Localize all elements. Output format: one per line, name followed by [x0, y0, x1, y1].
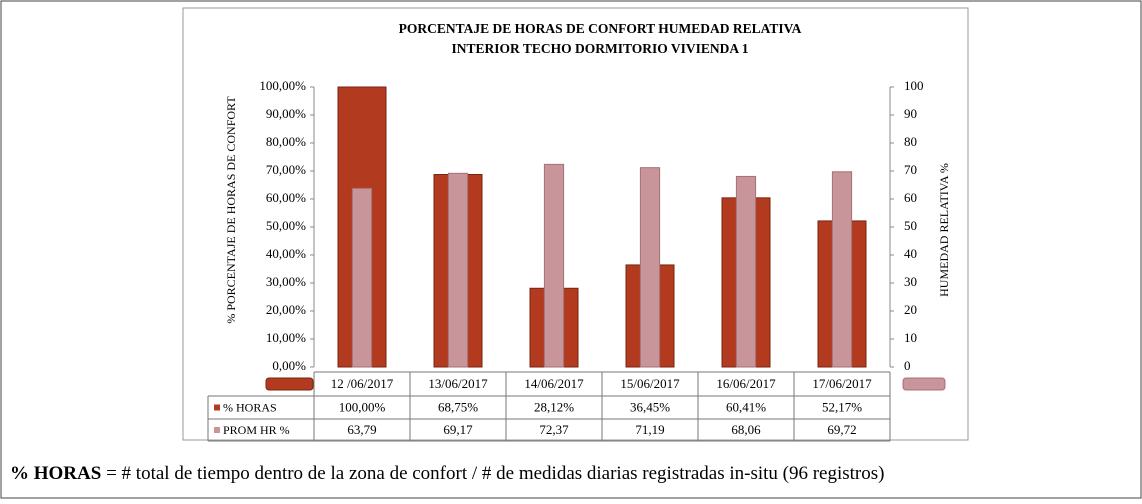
y-tick-label: 20,00%: [266, 302, 306, 317]
bar: [543, 163, 565, 368]
bar: [351, 187, 373, 368]
data-label: 63,79: [347, 422, 376, 437]
y-tick-label: 90,00%: [266, 106, 306, 121]
chart-title: PORCENTAJE DE HORAS DE CONFORT HUMEDAD R…: [399, 21, 802, 36]
y2-tick-label: 30: [904, 274, 917, 289]
data-label: 100,00%: [339, 399, 386, 414]
y-tick-label: 10,00%: [266, 330, 306, 345]
y2-tick-label: 70: [904, 162, 917, 177]
y-tick-label: 60,00%: [266, 190, 306, 205]
data-label: 68,06: [731, 422, 761, 437]
x-tick-label: 14/06/2017: [524, 376, 584, 391]
y-tick-label: 100,00%: [259, 78, 306, 93]
caption-text: = # total de tiempo dentro de la zona de…: [101, 463, 884, 484]
data-label: 72,37: [539, 422, 569, 437]
data-label: 52,17%: [822, 399, 862, 414]
y2-axis-label: HUMEDAD RELATIVA %: [937, 163, 951, 297]
legend-key: [902, 377, 946, 391]
y-tick-label: 40,00%: [266, 246, 306, 261]
data-label: 68,75%: [438, 399, 478, 414]
data-label: 69,17: [443, 422, 473, 437]
y-tick-label: 80,00%: [266, 134, 306, 149]
y-tick-label: 30,00%: [266, 274, 306, 289]
x-tick-label: 17/06/2017: [812, 376, 872, 391]
legend-key: [265, 377, 314, 391]
caption: % HORAS = # total de tiempo dentro de la…: [10, 463, 884, 484]
chart-title: INTERIOR TECHO DORMITORIO VIVIENDA 1: [451, 41, 748, 56]
data-label: 71,19: [635, 422, 664, 437]
x-tick-label: 16/06/2017: [716, 376, 776, 391]
y2-tick-label: 40: [904, 246, 917, 261]
x-tick-label: 15/06/2017: [620, 376, 680, 391]
y2-tick-label: 10: [904, 330, 917, 345]
y2-tick-label: 0: [904, 358, 911, 373]
bar: [447, 172, 469, 368]
bar: [735, 175, 757, 368]
legend-swatch: [214, 404, 220, 411]
legend-swatch: [214, 427, 220, 433]
y2-tick-label: 50: [904, 218, 917, 233]
y2-tick-label: 60: [904, 190, 917, 205]
y2-tick-label: 100: [904, 78, 924, 93]
legend-label: % HORAS: [223, 400, 277, 414]
y-tick-label: 50,00%: [266, 218, 306, 233]
data-label: 28,12%: [534, 399, 574, 414]
y-tick-label: 0,00%: [272, 358, 306, 373]
y-tick-label: 70,00%: [266, 162, 306, 177]
y2-tick-label: 20: [904, 302, 917, 317]
caption-term: % HORAS: [10, 463, 101, 484]
x-tick-label: 12 /06/2017: [331, 376, 394, 391]
data-label: 69,72: [827, 422, 856, 437]
bar: [831, 171, 853, 368]
y2-tick-label: 90: [904, 106, 917, 121]
y-axis-label: % PORCENTAJE DE HORAS DE CONFORT: [224, 96, 238, 324]
data-label: 36,45%: [630, 399, 670, 414]
x-tick-label: 13/06/2017: [428, 376, 488, 391]
data-label: 60,41%: [726, 399, 766, 414]
y2-tick-label: 80: [904, 134, 917, 149]
legend-label: PROM HR %: [223, 423, 290, 437]
bar: [639, 167, 661, 368]
